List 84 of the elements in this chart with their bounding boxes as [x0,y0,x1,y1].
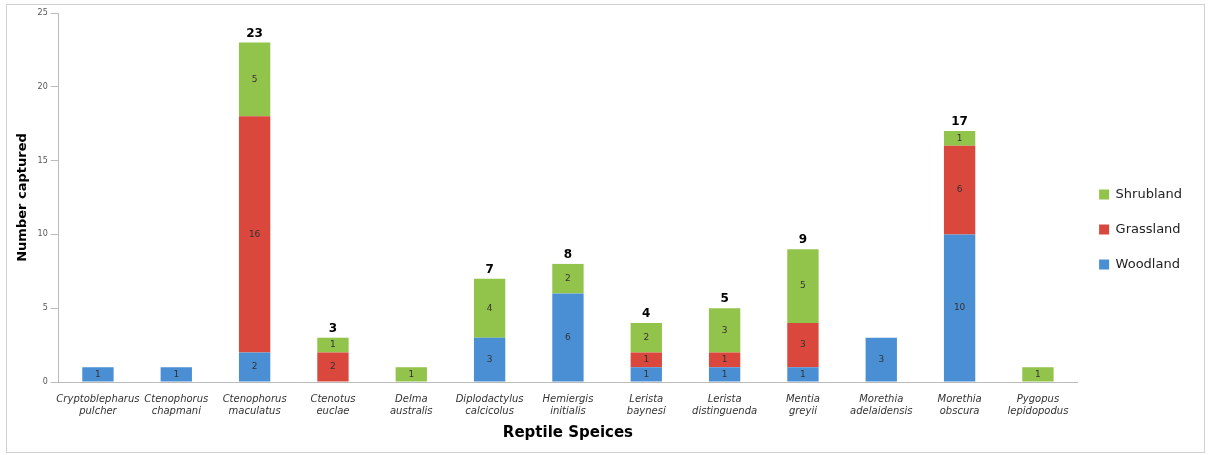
bar [630,367,662,382]
bar [552,293,584,382]
bar [82,367,114,382]
x-tick-label: Morethia adelaidensis [850,392,913,416]
x-tick-label: Ctenotus euclae [310,392,356,416]
total-label: 4 [642,306,651,321]
data-label: 5 [251,73,258,84]
data-label: 16 [248,228,261,239]
x-tick-label: Ctenophorus maculatus [222,392,287,416]
x-tick-label: Diplodactylus calcicolus [455,392,524,416]
bar [787,322,819,368]
bar [238,116,271,353]
x-tick-label: Lerista distinguenda [692,392,758,416]
bar [630,322,662,353]
bar [317,352,349,382]
y-tick-label: 5 [42,303,48,313]
bar [708,352,741,368]
bar [943,234,976,382]
total-label: 23 [246,25,263,40]
x-tick-label: Hemiergis initialis [542,392,594,416]
x-tick-label: Delma australis [389,392,433,416]
x-tick-label: Lerista baynesi [626,392,666,416]
data-label: 6 [956,184,963,195]
bar [787,367,819,382]
legend-label: Woodland [1115,255,1180,271]
bar [160,367,192,382]
total-label: 17 [951,114,968,129]
data-label: 1 [956,132,963,143]
data-label: 5 [800,280,806,291]
data-label: 3 [878,353,885,364]
total-label: 3 [328,320,338,335]
y-axis-title: Number captured [14,133,30,262]
data-label: 1 [95,368,101,379]
bar [1022,367,1054,382]
total-label: 5 [720,291,729,306]
y-tick-label: 15 [37,155,48,165]
y-tick-label: 10 [37,229,48,239]
x-tick-label: Ctenophorus chapmani [144,392,209,416]
data-label: 1 [330,339,336,350]
bar [708,308,741,353]
data-label: 3 [486,353,493,364]
bar [943,131,976,146]
data-label: 1 [800,368,806,379]
bar [708,367,741,382]
data-label: 1 [643,354,650,365]
bar [865,337,897,382]
data-label: 6 [565,331,572,342]
total-label: 7 [485,261,494,276]
y-tick-label: 20 [37,81,48,91]
data-label: 2 [251,361,258,372]
bar [787,249,819,323]
x-axis-title: Reptile Speices [502,422,634,441]
bar [473,337,506,382]
data-label: 10 [953,302,966,313]
data-label: 3 [800,339,806,350]
bar [238,42,271,117]
bar [552,263,584,294]
total-label: 8 [563,247,573,262]
bar [317,337,349,353]
bar [395,367,427,382]
data-label: 1 [721,368,728,379]
bar [630,352,662,368]
x-tick-label: Morethia obscura [937,392,982,416]
legend-label: Shrubland [1115,185,1183,201]
data-label: 2 [565,273,571,284]
data-label: 4 [486,302,493,313]
data-label: 3 [721,324,728,335]
data-label: 1 [408,368,415,379]
x-tick-label: Pygopus lepidopodus [1007,392,1069,416]
data-label: 1 [1035,368,1041,379]
data-label: 2 [330,361,336,372]
total-label: 9 [798,232,808,247]
data-label: 1 [643,368,650,379]
data-label: 2 [643,332,650,343]
y-tick-label: 25 [37,8,48,18]
data-label: 1 [721,354,728,365]
bar [473,278,506,338]
data-label: 1 [173,368,180,379]
x-tick-label: Mentia greyii [785,392,820,416]
bar [943,145,976,235]
legend-label: Grassland [1115,220,1181,236]
bar [238,352,271,382]
y-tick-label: 0 [42,377,48,387]
x-tick-label: Cryptoblepharus pulcher [56,392,140,416]
